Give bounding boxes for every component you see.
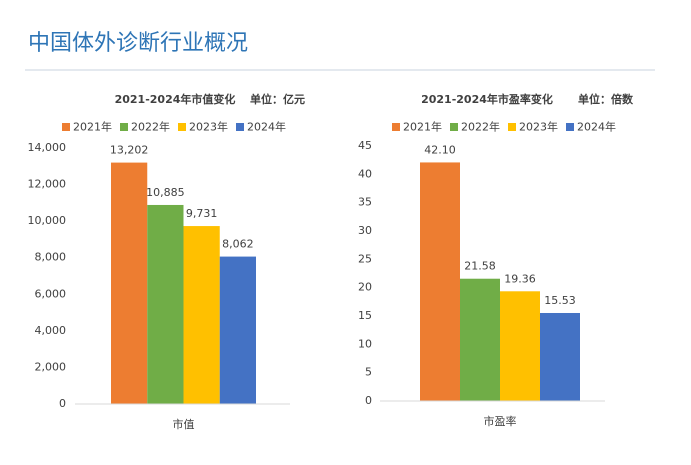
y-tick-label: 4,000 bbox=[35, 324, 67, 337]
legend-swatch bbox=[236, 123, 244, 131]
bar bbox=[183, 226, 220, 404]
y-tick-label: 10 bbox=[358, 337, 372, 350]
bar bbox=[420, 162, 460, 401]
unit-label: 单位：倍数 bbox=[578, 92, 634, 106]
legend-swatch bbox=[392, 123, 400, 131]
x-tick-label: 市值 bbox=[173, 417, 195, 431]
y-tick-label: 0 bbox=[59, 397, 66, 410]
legend-swatch bbox=[120, 123, 128, 131]
value-label: 19.36 bbox=[504, 272, 536, 285]
y-tick-label: 25 bbox=[358, 252, 372, 265]
chart-title: 2021-2024年市盈率变化 bbox=[421, 92, 553, 106]
bar bbox=[540, 312, 580, 401]
legend-swatch bbox=[178, 123, 186, 131]
bar bbox=[219, 256, 256, 404]
legend-swatch bbox=[566, 123, 574, 131]
legend-label: 2022年 bbox=[131, 120, 170, 134]
y-tick-label: 6,000 bbox=[35, 287, 67, 300]
y-tick-label: 2,000 bbox=[35, 360, 67, 373]
chart-title: 2021-2024年市值变化 bbox=[115, 92, 236, 106]
legend-label: 2024年 bbox=[577, 120, 616, 134]
bar bbox=[147, 204, 184, 404]
y-tick-label: 40 bbox=[358, 167, 372, 180]
legend-swatch bbox=[508, 123, 516, 131]
legend-swatch bbox=[62, 123, 70, 131]
bar bbox=[460, 278, 500, 401]
legend-label: 2023年 bbox=[519, 120, 558, 134]
y-tick-label: 45 bbox=[358, 139, 372, 152]
slide-title: 中国体外诊断行业概况 bbox=[28, 31, 248, 56]
unit-label: 单位：亿元 bbox=[250, 92, 305, 106]
y-tick-label: 30 bbox=[358, 224, 372, 237]
legend-label: 2023年 bbox=[189, 120, 228, 134]
value-label: 42.10 bbox=[424, 143, 456, 156]
value-label: 8,062 bbox=[222, 238, 254, 251]
x-tick-label: 市盈率 bbox=[484, 414, 517, 428]
legend-label: 2022年 bbox=[461, 120, 500, 134]
legend-swatch bbox=[450, 123, 458, 131]
value-label: 13,202 bbox=[110, 144, 149, 157]
value-label: 9,731 bbox=[186, 207, 218, 220]
y-tick-label: 10,000 bbox=[28, 214, 67, 227]
y-tick-label: 20 bbox=[358, 281, 372, 294]
y-tick-label: 8,000 bbox=[35, 251, 67, 264]
y-tick-label: 0 bbox=[365, 394, 372, 407]
legend-label: 2024年 bbox=[247, 120, 286, 134]
value-label: 21.58 bbox=[464, 260, 496, 273]
legend-label: 2021年 bbox=[73, 120, 112, 134]
y-tick-label: 12,000 bbox=[28, 178, 67, 191]
bar bbox=[111, 162, 148, 404]
y-tick-label: 5 bbox=[365, 366, 372, 379]
y-tick-label: 35 bbox=[358, 196, 372, 209]
y-tick-label: 15 bbox=[358, 309, 372, 322]
y-tick-label: 14,000 bbox=[28, 141, 67, 154]
value-label: 10,885 bbox=[146, 186, 185, 199]
value-label: 15.53 bbox=[544, 294, 576, 307]
legend-label: 2021年 bbox=[403, 120, 442, 134]
bar bbox=[500, 291, 540, 401]
